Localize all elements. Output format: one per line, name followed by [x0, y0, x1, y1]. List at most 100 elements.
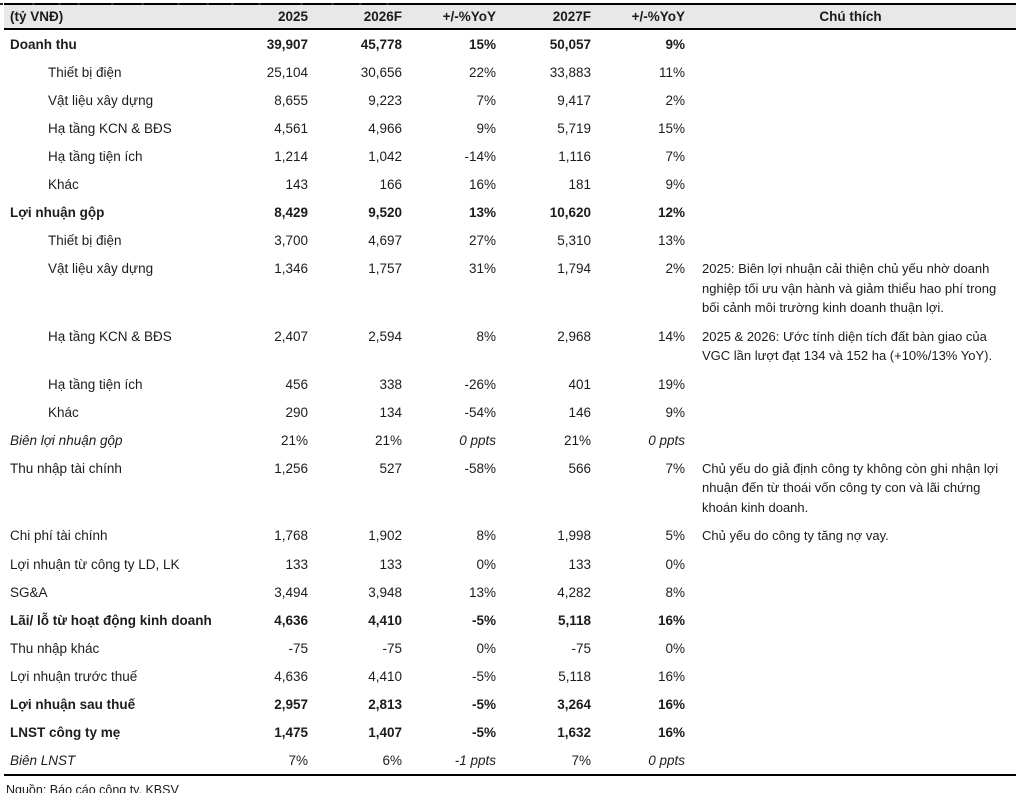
yoy-2027: 0%	[665, 640, 685, 656]
note-cell	[685, 426, 1016, 454]
table-row: Lãi/ lỗ từ hoạt động kinh doanh 4,636 4,41…	[4, 606, 1016, 634]
note-cell: Chủ yếu do công ty tăng nợ vay.	[702, 528, 889, 543]
value-2026f: -75	[382, 640, 402, 656]
value-2026f: 4,697	[368, 233, 402, 248]
value-2025: 290	[285, 404, 308, 420]
table-row: Khác 143 166 16% 181 9%	[4, 170, 1016, 198]
table-row: Lợi nhuận gộp 8,429 9,520 13% 10,620 12%	[4, 198, 1016, 226]
value-2025: 8,655	[274, 93, 308, 108]
table-row: Vật liệu xây dựng 8,655 9,223 7% 9,417 2%	[4, 86, 1016, 114]
note-cell: Chủ yếu do giả định công ty không còn gh…	[702, 460, 999, 515]
yoy-2027: 9%	[665, 37, 685, 52]
row-label: Doanh thu	[10, 37, 77, 52]
yoy-2027: 9%	[665, 404, 685, 420]
row-label: Khác	[48, 404, 79, 420]
value-2025: 2,957	[274, 696, 308, 712]
value-2025: 1,768	[274, 528, 308, 543]
value-2025: 8,429	[274, 205, 308, 220]
value-2027f: 33,883	[549, 65, 591, 80]
yoy-2026: -26%	[464, 376, 496, 392]
col-header-yoy-2027: +/-%YoY	[591, 4, 685, 30]
value-2026f: 1,042	[368, 149, 402, 164]
yoy-2027: 9%	[665, 177, 685, 192]
note-cell	[685, 58, 1016, 86]
row-label: Hạ tầng KCN & BĐS	[48, 328, 172, 344]
yoy-2027: 8%	[665, 584, 685, 600]
note-cell	[685, 690, 1016, 718]
value-2025: 3,494	[274, 584, 308, 600]
note-cell	[685, 29, 1016, 58]
yoy-2026: 31%	[468, 261, 496, 276]
value-2026f: 1,902	[368, 528, 402, 543]
note-cell	[685, 746, 1016, 775]
row-label: Vật liệu xây dựng	[48, 93, 154, 108]
yoy-2026: 15%	[468, 37, 496, 52]
value-2027f: -75	[571, 640, 591, 656]
value-2026f: 9,520	[368, 205, 402, 220]
note-cell	[685, 226, 1016, 254]
value-2027f: 566	[568, 460, 591, 476]
note-cell: 2025: Biên lợi nhuận cải thiện chủ yếu n…	[702, 261, 997, 315]
table-row: Doanh thu 39,907 45,778 15% 50,057 9%	[4, 29, 1016, 58]
yoy-2026: -14%	[464, 149, 496, 164]
col-header-2026f: 2026F	[308, 4, 402, 30]
table-row: Biên LNST 7% 6% -1 ppts 7% 0 ppts	[4, 746, 1016, 775]
value-2027f: 401	[568, 376, 591, 392]
yoy-2026: 16%	[468, 177, 496, 192]
table-row: Hạ tầng KCN & BĐS 2,407 2,594 8% 2,968 14% 202…	[4, 322, 1016, 370]
col-header-2027f: 2027F	[496, 4, 591, 30]
row-label: Lợi nhuận từ công ty LD, LK	[10, 556, 180, 572]
row-label: Hạ tầng tiện ích	[48, 376, 143, 392]
table-row: Lợi nhuận từ công ty LD, LK 133 133 0% 133 0%	[4, 550, 1016, 578]
value-2027f: 10,620	[549, 205, 591, 220]
note-cell	[685, 114, 1016, 142]
value-2027f: 5,310	[557, 233, 591, 248]
source-note: Nguồn: Báo cáo công ty, KBSV	[6, 782, 179, 793]
table-row: Thiết bị điện 3,700 4,697 27% 5,310 13%	[4, 226, 1016, 254]
row-label: Thu nhập khác	[10, 640, 100, 656]
yoy-2026: -1 ppts	[454, 752, 496, 768]
note-cell	[685, 718, 1016, 746]
yoy-2027: 19%	[657, 376, 685, 392]
yoy-2026: 8%	[476, 328, 496, 344]
value-2027f: 181	[568, 177, 591, 192]
col-header-yoy-2026: +/-%YoY	[402, 4, 496, 30]
row-label: Thu nhập tài chính	[10, 460, 122, 476]
value-2027f: 1,632	[557, 724, 591, 740]
note-cell	[685, 86, 1016, 114]
value-2025: 456	[285, 376, 308, 392]
row-label: Lợi nhuận sau thuế	[10, 696, 136, 712]
row-label: Biên LNST	[10, 752, 76, 768]
yoy-2027: 16%	[657, 696, 685, 712]
note-cell	[685, 578, 1016, 606]
yoy-2027: 16%	[657, 668, 685, 684]
value-2026f: 134	[379, 404, 402, 420]
value-2027f: 3,264	[557, 696, 591, 712]
value-2025: 4,561	[274, 121, 308, 136]
table-row: Thiết bị điện 25,104 30,656 22% 33,883 11%	[4, 58, 1016, 86]
value-2027f: 133	[568, 556, 591, 572]
yoy-2026: -58%	[464, 460, 496, 476]
yoy-2026: 0%	[476, 640, 496, 656]
value-2026f: 1,757	[368, 261, 402, 276]
table-row: Hạ tầng KCN & BĐS 4,561 4,966 9% 5,719 15%	[4, 114, 1016, 142]
value-2027f: 146	[568, 404, 591, 420]
col-header-unit: (tỷ VNĐ)	[4, 4, 248, 30]
value-2025: 4,636	[274, 668, 308, 684]
note-cell	[685, 142, 1016, 170]
value-2025: 21%	[280, 432, 308, 448]
value-2026f: 4,410	[368, 668, 402, 684]
table-row: Chi phí tài chính 1,768 1,902 8% 1,998 5% Chủ …	[4, 521, 1016, 550]
value-2026f: 4,410	[368, 612, 402, 628]
note-cell	[685, 550, 1016, 578]
yoy-2026: -54%	[464, 404, 496, 420]
clipped-title-fragments	[0, 3, 1020, 6]
table-header-row: (tỷ VNĐ) 2025 2026F +/-%YoY 2027F +/-%Yo…	[4, 4, 1016, 30]
row-label: Khác	[48, 177, 79, 192]
yoy-2026: 8%	[476, 528, 496, 543]
financial-forecast-table: (tỷ VNĐ) 2025 2026F +/-%YoY 2027F +/-%Yo…	[4, 3, 1016, 776]
value-2026f: 527	[379, 460, 402, 476]
yoy-2027: 15%	[657, 121, 685, 136]
value-2025: 7%	[288, 752, 308, 768]
value-2026f: 166	[379, 177, 402, 192]
